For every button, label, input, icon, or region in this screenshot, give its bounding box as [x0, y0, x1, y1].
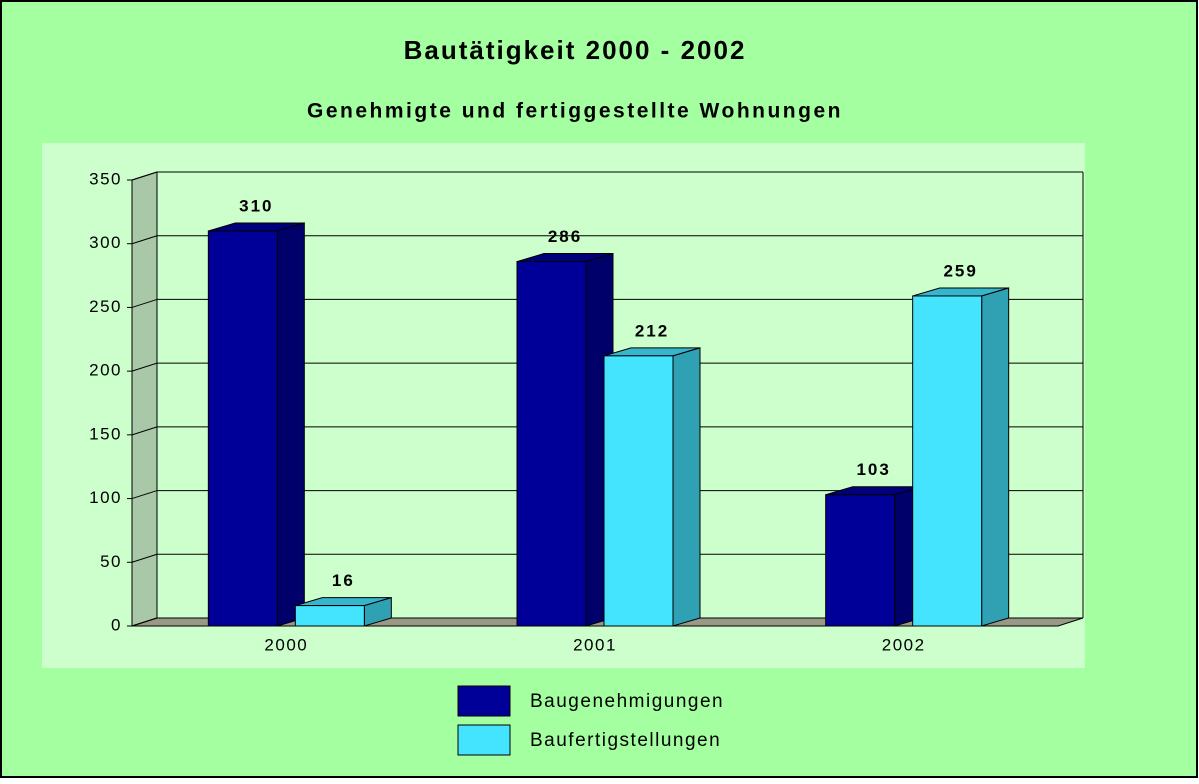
- legend-label: Baugenehmigungen: [530, 691, 724, 712]
- y-tick-label: 350: [89, 169, 122, 188]
- bar: [603, 355, 674, 627]
- grid-line: [131, 171, 158, 181]
- value-label: 310: [239, 196, 273, 215]
- bar-side: [672, 347, 701, 627]
- y-tick-label: 100: [89, 488, 122, 507]
- grid-line: [131, 426, 158, 436]
- y-tick-label: 250: [89, 297, 122, 316]
- grid-line: [131, 298, 158, 308]
- x-tick-label: 2000: [264, 635, 308, 654]
- bar-side: [276, 222, 305, 627]
- grid-line: [131, 617, 158, 627]
- bar: [207, 230, 278, 627]
- bar: [516, 261, 587, 627]
- chart-subtitle: Genehmigte und fertiggestellte Wohnungen: [307, 100, 843, 123]
- value-label: 286: [548, 227, 582, 246]
- x-tick-label: 2002: [882, 635, 926, 654]
- grid-line: [131, 235, 158, 245]
- legend-swatch: [457, 685, 511, 717]
- grid-line: [131, 553, 158, 563]
- y-tick-label: 300: [89, 233, 122, 252]
- x-tick-label: 2001: [573, 635, 617, 654]
- value-label: 259: [943, 261, 977, 280]
- y-tick-label: 0: [111, 615, 122, 634]
- grid-line: [131, 490, 158, 500]
- y-tick-label: 150: [89, 424, 122, 443]
- value-label: 103: [856, 460, 890, 479]
- bar: [825, 494, 896, 627]
- bar: [912, 295, 983, 627]
- grid-line: [131, 362, 158, 372]
- value-label: 16: [332, 571, 355, 590]
- bar-side: [981, 287, 1010, 627]
- chart-title: Bautätigkeit 2000 - 2002: [404, 35, 747, 65]
- y-tick-label: 50: [100, 552, 122, 571]
- bar: [294, 605, 365, 627]
- y-tick-label: 200: [89, 361, 122, 380]
- legend-swatch: [457, 724, 511, 756]
- legend-label: Baufertigstellungen: [530, 730, 721, 751]
- value-label: 212: [635, 321, 669, 340]
